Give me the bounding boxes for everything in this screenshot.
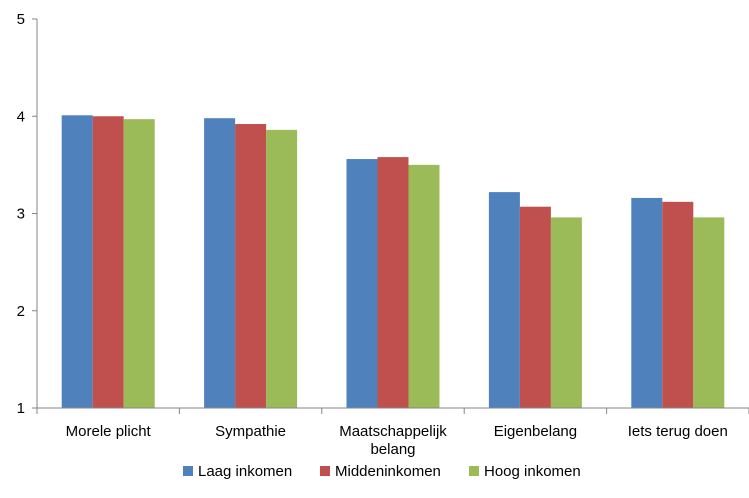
x-category-label-line: Morele plicht	[66, 423, 152, 440]
x-category-label: Morele plicht	[66, 423, 152, 440]
x-category-label-line: Iets terug doen	[628, 423, 728, 440]
bar-hoog-inkomen	[693, 217, 725, 408]
x-category-label: Eigenbelang	[494, 423, 577, 440]
bar-hoog-inkomen	[266, 129, 298, 409]
x-category-label-line: belang	[370, 441, 415, 458]
bar-laag-inkomen	[346, 159, 378, 408]
x-category-label: Iets terug doen	[628, 423, 728, 440]
bar-hoog-inkomen	[408, 164, 440, 408]
bar-middeninkomen	[519, 206, 551, 408]
bars	[61, 115, 725, 409]
legend-label: Hoog inkomen	[484, 463, 581, 480]
bar-middeninkomen	[662, 201, 694, 408]
legend: Laag inkomen Middeninkomen Hoog inkomen	[183, 463, 581, 480]
x-category-label: Sympathie	[215, 423, 286, 440]
legend-label: Laag inkomen	[198, 463, 292, 480]
y-tick-label: 4	[17, 108, 25, 125]
bar-laag-inkomen	[631, 197, 663, 408]
bar-middeninkomen	[377, 157, 409, 408]
x-axis: Morele plicht Sympathie Maatschappelijk bel…	[36, 407, 749, 458]
x-category-label: Maatschappelijk belang	[339, 423, 447, 458]
bar-middeninkomen	[92, 116, 124, 408]
x-category-label-line: Eigenbelang	[494, 423, 577, 440]
legend-swatch	[469, 466, 479, 476]
x-category-label-line: Maatschappelijk	[339, 423, 447, 440]
legend-swatch	[183, 466, 193, 476]
y-tick-label: 3	[17, 206, 25, 223]
bar-laag-inkomen	[61, 115, 93, 408]
bar-hoog-inkomen	[550, 217, 582, 408]
bar-laag-inkomen	[488, 192, 520, 408]
y-tick-label: 5	[17, 11, 25, 28]
bar-laag-inkomen	[204, 118, 236, 408]
legend-swatch	[320, 466, 330, 476]
y-tick-label: 2	[17, 303, 25, 320]
bar-hoog-inkomen	[123, 119, 155, 408]
legend-label: Middeninkomen	[335, 463, 441, 480]
x-category-label-line: Sympathie	[215, 423, 286, 440]
y-tick-label: 1	[17, 400, 25, 417]
bar-middeninkomen	[235, 124, 267, 408]
y-axis: 1 2 3 4 5	[17, 11, 38, 417]
